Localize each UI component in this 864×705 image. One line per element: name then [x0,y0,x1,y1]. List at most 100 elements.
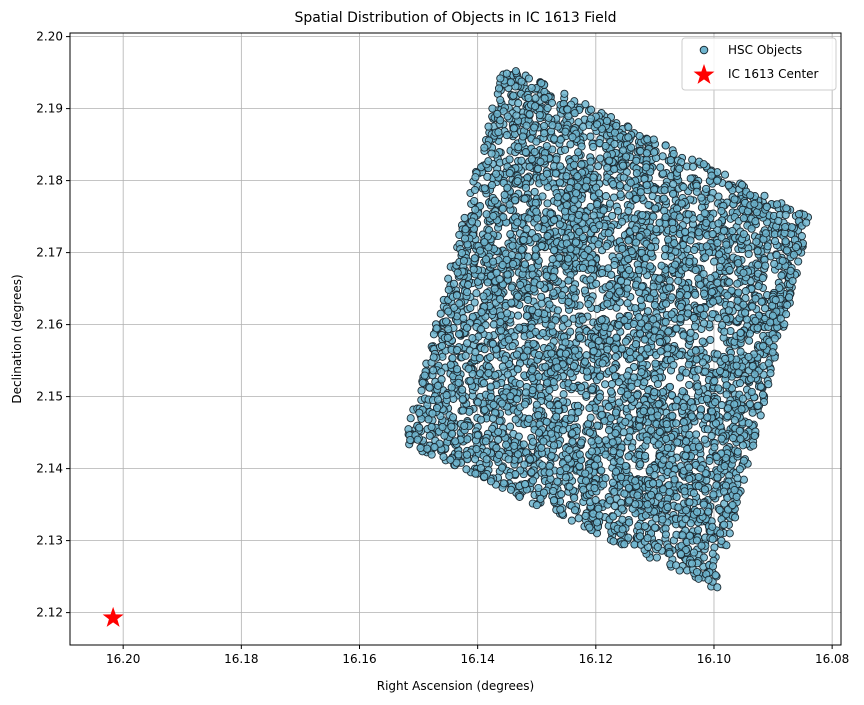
hsc-point [521,481,528,488]
hsc-point [644,535,651,542]
hsc-point [419,379,426,386]
hsc-point [788,224,795,231]
hsc-point [608,388,615,395]
hsc-point [586,429,593,436]
hsc-point [772,296,779,303]
hsc-point [499,464,506,471]
hsc-point [443,318,450,325]
hsc-point [529,374,536,381]
hsc-point [793,244,800,251]
hsc-point [606,282,613,289]
hsc-point [695,229,702,236]
hsc-point [682,452,689,459]
hsc-point [686,532,693,539]
hsc-point [485,123,492,130]
hsc-point [554,194,561,201]
hsc-point [624,300,631,307]
hsc-point [713,482,720,489]
hsc-point [625,534,632,541]
hsc-point [521,261,528,268]
hsc-point [610,181,617,188]
hsc-point [733,493,740,500]
hsc-point [672,403,679,410]
hsc-point [671,476,678,483]
hsc-point [748,388,755,395]
hsc-point [463,466,470,473]
hsc-point [471,299,478,306]
hsc-point [450,414,457,421]
hsc-point [588,106,595,113]
hsc-point [504,310,511,317]
hsc-point [705,576,712,583]
hsc-point [661,253,668,260]
hsc-point [604,300,611,307]
hsc-point [697,412,704,419]
hsc-point [587,115,594,122]
hsc-point [611,488,618,495]
hsc-point [570,363,577,370]
hsc-point [430,367,437,374]
hsc-point [703,185,710,192]
hsc-point [557,163,564,170]
hsc-point [588,438,595,445]
hsc-point [662,318,669,325]
hsc-point [507,231,514,238]
hsc-point [529,366,536,373]
hsc-point [704,426,711,433]
hsc-point [592,496,599,503]
hsc-point [700,320,707,327]
hsc-point [536,384,543,391]
hsc-point [529,477,536,484]
hsc-point [507,486,514,493]
hsc-point [514,219,521,226]
hsc-point [598,467,605,474]
hsc-point [745,250,752,257]
hsc-point [583,368,590,375]
hsc-point [753,209,760,216]
hsc-point [569,430,576,437]
hsc-point [619,245,626,252]
hsc-point [543,142,550,149]
hsc-point [625,453,632,460]
hsc-point [655,441,662,448]
hsc-point [772,238,779,245]
hsc-point [695,473,702,480]
hsc-point [692,266,699,273]
hsc-point [602,437,609,444]
hsc-point [724,292,731,299]
hsc-point [644,501,651,508]
hsc-point [650,213,657,220]
hsc-point [591,485,598,492]
hsc-point [723,391,730,398]
hsc-point [617,191,624,198]
hsc-point [522,149,529,156]
hsc-point [542,363,549,370]
hsc-point [657,348,664,355]
hsc-point [544,104,551,111]
hsc-point [541,216,548,223]
hsc-point [693,568,700,575]
hsc-point [478,273,485,280]
hsc-point [445,275,452,282]
hsc-point [566,446,573,453]
hsc-point [638,283,645,290]
hsc-point [497,96,504,103]
hsc-point [651,186,658,193]
hsc-point [578,384,585,391]
hsc-point [769,312,776,319]
hsc-point [464,436,471,443]
hsc-point [610,366,617,373]
hsc-point [532,253,539,260]
hsc-point [544,232,551,239]
hsc-point [716,251,723,258]
hsc-point [546,301,553,308]
hsc-point [654,412,661,419]
hsc-point [739,181,746,188]
hsc-point [626,519,633,526]
hsc-point [407,415,414,422]
hsc-point [697,281,704,288]
hsc-point [535,373,542,380]
hsc-point [651,149,658,156]
hsc-point [665,328,672,335]
hsc-point [428,451,435,458]
